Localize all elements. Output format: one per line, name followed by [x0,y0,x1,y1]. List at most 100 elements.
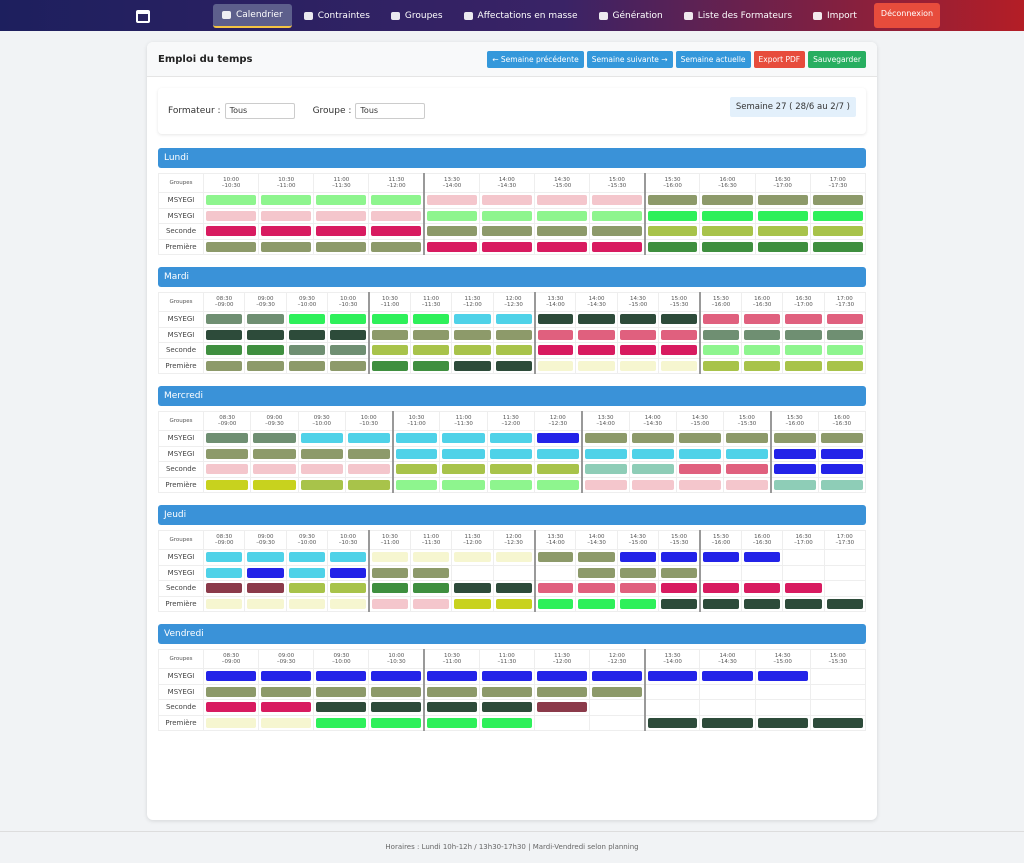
slot-cell[interactable] [478,683,535,700]
slot-cell[interactable] [367,326,411,343]
slot-cell[interactable] [823,326,867,343]
course-chip[interactable] [330,329,366,340]
slot-cell[interactable] [533,223,591,240]
course-chip[interactable] [537,314,574,325]
course-chip[interactable] [316,210,367,221]
slot-cell[interactable] [643,207,701,224]
slot-cell[interactable] [575,342,618,359]
course-chip[interactable] [206,567,243,578]
course-chip[interactable] [288,583,326,594]
course-chip[interactable] [481,195,532,206]
slot-cell[interactable] [409,357,453,374]
course-chip[interactable] [288,360,326,371]
course-chip[interactable] [481,226,532,237]
slot-cell[interactable] [423,192,480,209]
slot-cell[interactable] [492,326,536,343]
course-chip[interactable] [536,433,579,444]
slot-cell[interactable] [327,564,370,581]
slot-cell[interactable] [823,564,867,581]
course-chip[interactable] [661,345,697,356]
slot-cell[interactable] [533,326,577,343]
slot-cell[interactable] [297,430,346,447]
slot-cell[interactable] [643,223,701,240]
slot-cell[interactable] [740,549,784,566]
course-chip[interactable] [743,583,781,594]
slot-cell[interactable] [258,238,315,255]
slot-cell[interactable] [533,430,583,447]
course-chip[interactable] [372,329,408,340]
slot-cell[interactable] [297,461,346,478]
course-chip[interactable] [206,360,243,371]
course-chip[interactable] [247,552,284,563]
slot-cell[interactable] [367,342,411,359]
course-chip[interactable] [247,598,284,609]
course-chip[interactable] [584,433,627,444]
slot-cell[interactable] [823,595,867,612]
course-chip[interactable] [206,448,249,459]
course-chip[interactable] [773,448,816,459]
course-chip[interactable] [253,464,296,475]
slot-cell[interactable] [368,714,425,731]
brand-icon[interactable] [135,8,151,24]
course-chip[interactable] [812,195,863,206]
course-chip[interactable] [300,433,343,444]
slot-cell[interactable] [533,311,577,328]
slot-cell[interactable] [285,326,329,343]
course-chip[interactable] [619,360,657,371]
course-chip[interactable] [316,671,367,682]
course-chip[interactable] [757,195,808,206]
course-chip[interactable] [412,345,450,356]
course-chip[interactable] [372,314,408,325]
slot-cell[interactable] [486,445,535,462]
course-chip[interactable] [703,360,739,371]
course-chip[interactable] [206,314,243,325]
course-chip[interactable] [647,671,698,682]
course-chip[interactable] [372,360,408,371]
course-chip[interactable] [316,686,367,697]
course-chip[interactable] [678,464,722,475]
course-chip[interactable] [820,433,863,444]
course-chip[interactable] [454,360,491,371]
course-chip[interactable] [536,448,579,459]
course-chip[interactable] [330,567,366,578]
slot-cell[interactable] [698,357,742,374]
slot-cell[interactable] [368,238,425,255]
slot-cell[interactable] [699,699,756,716]
course-chip[interactable] [773,464,816,475]
course-chip[interactable] [316,241,367,252]
slot-cell[interactable] [658,342,701,359]
course-chip[interactable] [536,671,588,682]
slot-cell[interactable] [439,430,488,447]
slot-cell[interactable] [250,461,299,478]
course-chip[interactable] [261,226,312,237]
slot-cell[interactable] [675,445,725,462]
slot-cell[interactable] [589,668,646,685]
course-chip[interactable] [495,583,532,594]
slot-cell[interactable] [740,357,784,374]
course-chip[interactable] [288,314,326,325]
course-chip[interactable] [371,226,422,237]
course-chip[interactable] [427,226,477,237]
slot-cell[interactable] [740,564,784,581]
course-chip[interactable] [206,583,243,594]
slot-cell[interactable] [451,326,494,343]
slot-cell[interactable] [451,564,494,581]
course-chip[interactable] [481,686,532,697]
slot-cell[interactable] [391,445,441,462]
slot-cell[interactable] [202,430,252,447]
course-chip[interactable] [412,552,450,563]
slot-cell[interactable] [409,595,453,612]
course-chip[interactable] [702,671,753,682]
slot-cell[interactable] [643,714,701,731]
slot-cell[interactable] [313,223,370,240]
course-chip[interactable] [536,686,588,697]
slot-cell[interactable] [769,445,819,462]
slot-cell[interactable] [327,580,370,597]
course-chip[interactable] [578,360,615,371]
slot-cell[interactable] [367,564,411,581]
slot-cell[interactable] [409,564,453,581]
course-chip[interactable] [743,598,781,609]
next-week-button[interactable]: Semaine suivante → [586,50,673,68]
course-chip[interactable] [495,598,532,609]
course-chip[interactable] [495,314,532,325]
